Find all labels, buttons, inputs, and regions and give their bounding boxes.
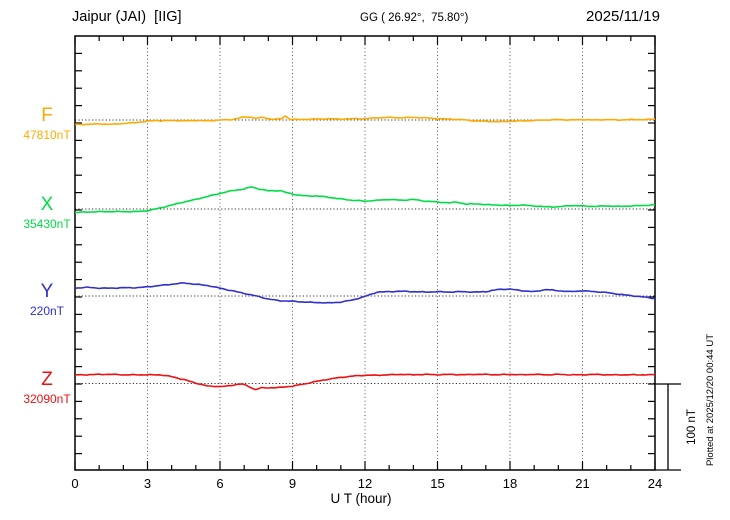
x-tick-labels: 0 3 6 9 12 15 18 21 24 — [71, 476, 662, 491]
scale-bar — [655, 383, 681, 471]
x-tick-label: 0 — [71, 476, 78, 491]
component-label-Z: Z — [41, 368, 53, 390]
x-axis-title: U T (hour) — [330, 491, 392, 506]
component-label-Y: Y — [40, 281, 54, 302]
geographic-coordinates: GG ( 26.92°, 75.80°) — [360, 12, 469, 24]
trace-Y — [74, 282, 656, 304]
x-tick-label: 18 — [503, 476, 517, 491]
x-tick-label: 9 — [289, 476, 296, 491]
x-tick-label: 6 — [216, 476, 223, 491]
plot-frame — [74, 35, 656, 471]
component-baseline-value-F: 47810nT — [23, 128, 71, 142]
component-label-F: F — [41, 105, 53, 126]
scale-bar-label: 100 nT — [686, 409, 698, 445]
trace-X — [74, 186, 656, 214]
component-label-X: X — [40, 194, 54, 215]
trace-Z — [74, 373, 656, 391]
component-baseline-value-Y: 220nT — [29, 304, 65, 318]
x-tick-label: 12 — [358, 476, 372, 491]
x-tick-label: 15 — [430, 476, 444, 491]
x-tick-label: 3 — [144, 476, 151, 491]
x-tick-label: 24 — [648, 476, 662, 491]
trace-F — [74, 115, 656, 126]
station-title: Jaipur (JAI) [IIG] — [72, 9, 182, 25]
component-baseline-value-Z: 32090nT — [23, 391, 71, 406]
x-tick-label: 21 — [575, 476, 589, 491]
component-baseline-value-X: 35430nT — [23, 217, 71, 231]
plotted-at-note: Plotted at 2025/12/20 00:44 UT — [705, 333, 716, 467]
observation-date: 2025/11/19 — [586, 8, 660, 25]
grid-lines — [147, 37, 583, 469]
